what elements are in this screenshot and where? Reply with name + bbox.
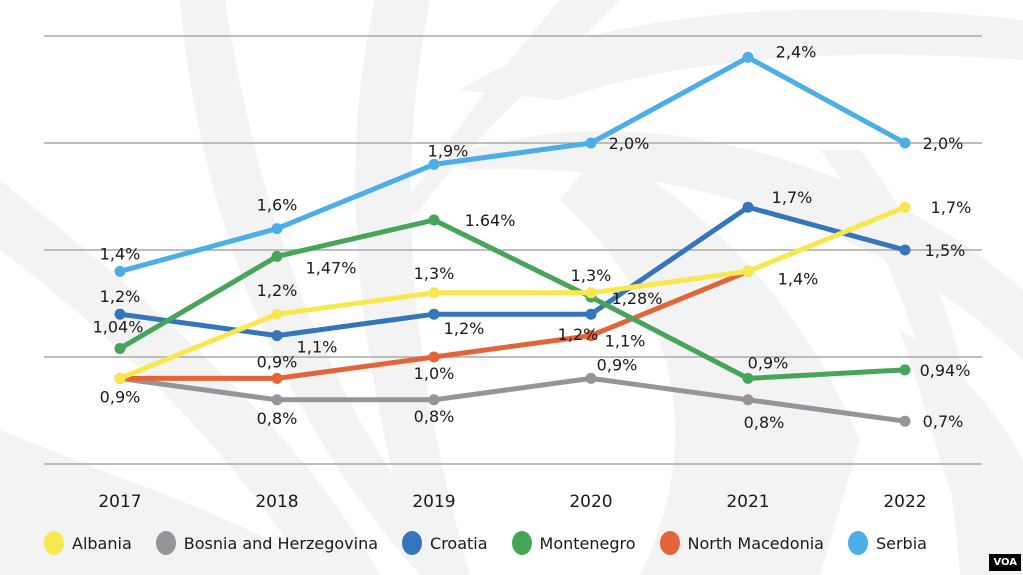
data-point-croatia [428,308,440,320]
legend-label: Bosnia and Herzegovina [183,533,379,553]
legend-swatch-serbia [847,531,868,555]
data-point-serbia [899,137,911,149]
data-label-albania: 1,3% [571,266,612,285]
data-point-montenegro [899,364,911,376]
x-tick-label: 2019 [412,492,455,512]
data-point-montenegro [114,342,126,354]
data-label-montenegro: 0,9% [748,353,789,372]
series-line-montenegro [117,217,908,381]
data-point-croatia [585,308,597,320]
data-point-bosnia-and-herzegovina [899,415,911,427]
legend-item-bosnia-and-herzegovina: Bosnia and Herzegovina [155,531,379,555]
data-label-bosnia-and-herzegovina: 0,8% [744,413,785,432]
data-label-albania: 1,2% [257,281,298,300]
data-label-montenegro: 1,28% [612,289,663,308]
x-tick-label: 2020 [569,492,612,512]
gridlines [44,35,982,465]
data-label-bosnia-and-herzegovina: 0,8% [414,407,455,426]
x-tick-label: 2021 [726,492,769,512]
data-label-montenegro: 0,94% [920,361,971,380]
data-label-bosnia-and-herzegovina: 0,8% [257,409,298,428]
x-axis-ticks: 2017 2018 2019 2020 2021 2022 [98,492,926,512]
data-label-bosnia-and-herzegovina: 0,7% [923,412,964,431]
data-point-serbia [114,265,126,277]
legend-item-croatia: Croatia [402,531,488,555]
data-label-albania: 0,9% [100,387,141,406]
legend: Albania Bosnia and Herzegovina Croatia Mont… [44,531,951,555]
series-line-albania [117,204,908,381]
data-point-albania [428,287,440,299]
series-line-croatia [117,204,908,339]
data-label-croatia: 1,2% [558,325,599,344]
data-label-montenegro: 1,47% [306,258,357,277]
legend-label: North Macedonia [687,533,824,553]
data-point-bosnia-and-herzegovina [271,394,283,406]
data-point-north-macedonia [585,330,597,342]
data-label-serbia: 1,9% [428,141,469,160]
data-point-montenegro [271,250,283,262]
series-line-serbia [117,54,908,274]
data-point-serbia [585,137,597,149]
x-tick-label: 2017 [98,492,141,512]
legend-item-north-macedonia: North Macedonia [659,531,824,555]
legend-swatch-north-macedonia [659,531,680,555]
legend-item-albania: Albania [44,531,132,555]
data-label-albania: 1,3% [414,264,455,283]
data-label-montenegro: 1.64% [465,211,516,230]
data-point-croatia [742,201,754,213]
data-label-north-macedonia: 1,1% [605,332,646,351]
data-label-croatia: 1,2% [444,319,485,338]
data-point-serbia [742,51,754,63]
data-point-albania [585,287,597,299]
legend-item-montenegro: Montenegro [511,531,636,555]
legend-label: Albania [72,533,132,553]
legend-swatch-croatia [402,531,423,555]
data-point-albania [271,308,283,320]
data-label-croatia: 1,5% [925,241,966,260]
data-label-croatia: 1,1% [297,338,338,357]
data-point-north-macedonia [271,372,283,384]
data-point-croatia [899,244,911,256]
data-point-croatia [271,330,283,342]
data-label-montenegro: 1,04% [93,317,144,336]
data-point-montenegro [428,214,440,226]
data-label-bosnia-and-herzegovina: 0,9% [597,355,638,374]
data-point-bosnia-and-herzegovina [428,394,440,406]
data-point-montenegro [742,372,754,384]
data-point-north-macedonia [428,351,440,363]
data-point-serbia [271,223,283,235]
data-label-north-macedonia: 1,0% [414,364,455,383]
data-label-serbia: 1,6% [257,196,298,215]
series-line-bosnia-and-herzegovina [117,375,908,424]
x-tick-label: 2018 [255,492,298,512]
data-point-bosnia-and-herzegovina [742,394,754,406]
data-point-serbia [428,158,440,170]
voa-logo: VOA [989,554,1021,571]
data-point-albania [742,265,754,277]
data-label-croatia: 1,2% [100,287,141,306]
legend-swatch-bosnia-and-herzegovina [155,531,176,555]
data-label-croatia: 1,7% [772,188,813,207]
data-label-serbia: 2,0% [923,134,964,153]
data-labels: 0,8% 0,8% 0,9% 0,8% 0,7% 0,9% 1,0% 1,1% 1,4% 1,2%… [93,42,972,431]
legend-label: Serbia [875,533,927,553]
series-points [114,51,911,427]
data-point-albania [899,201,911,213]
data-label-albania: 1,7% [931,198,972,217]
data-label-north-macedonia: 1,4% [778,269,819,288]
data-point-croatia [114,308,126,320]
legend-label: Croatia [430,533,488,553]
legend-label: Montenegro [539,533,636,553]
data-point-bosnia-and-herzegovina [585,372,597,384]
data-point-albania [114,372,126,384]
legend-swatch-albania [44,531,64,555]
data-label-serbia: 2,0% [609,134,650,153]
data-label-serbia: 1,4% [100,244,141,263]
legend-swatch-montenegro [511,531,532,555]
data-label-north-macedonia: 0,9% [257,352,298,371]
legend-item-serbia: Serbia [847,531,927,555]
x-tick-label: 2022 [883,492,926,512]
data-label-serbia: 2,4% [776,42,817,61]
